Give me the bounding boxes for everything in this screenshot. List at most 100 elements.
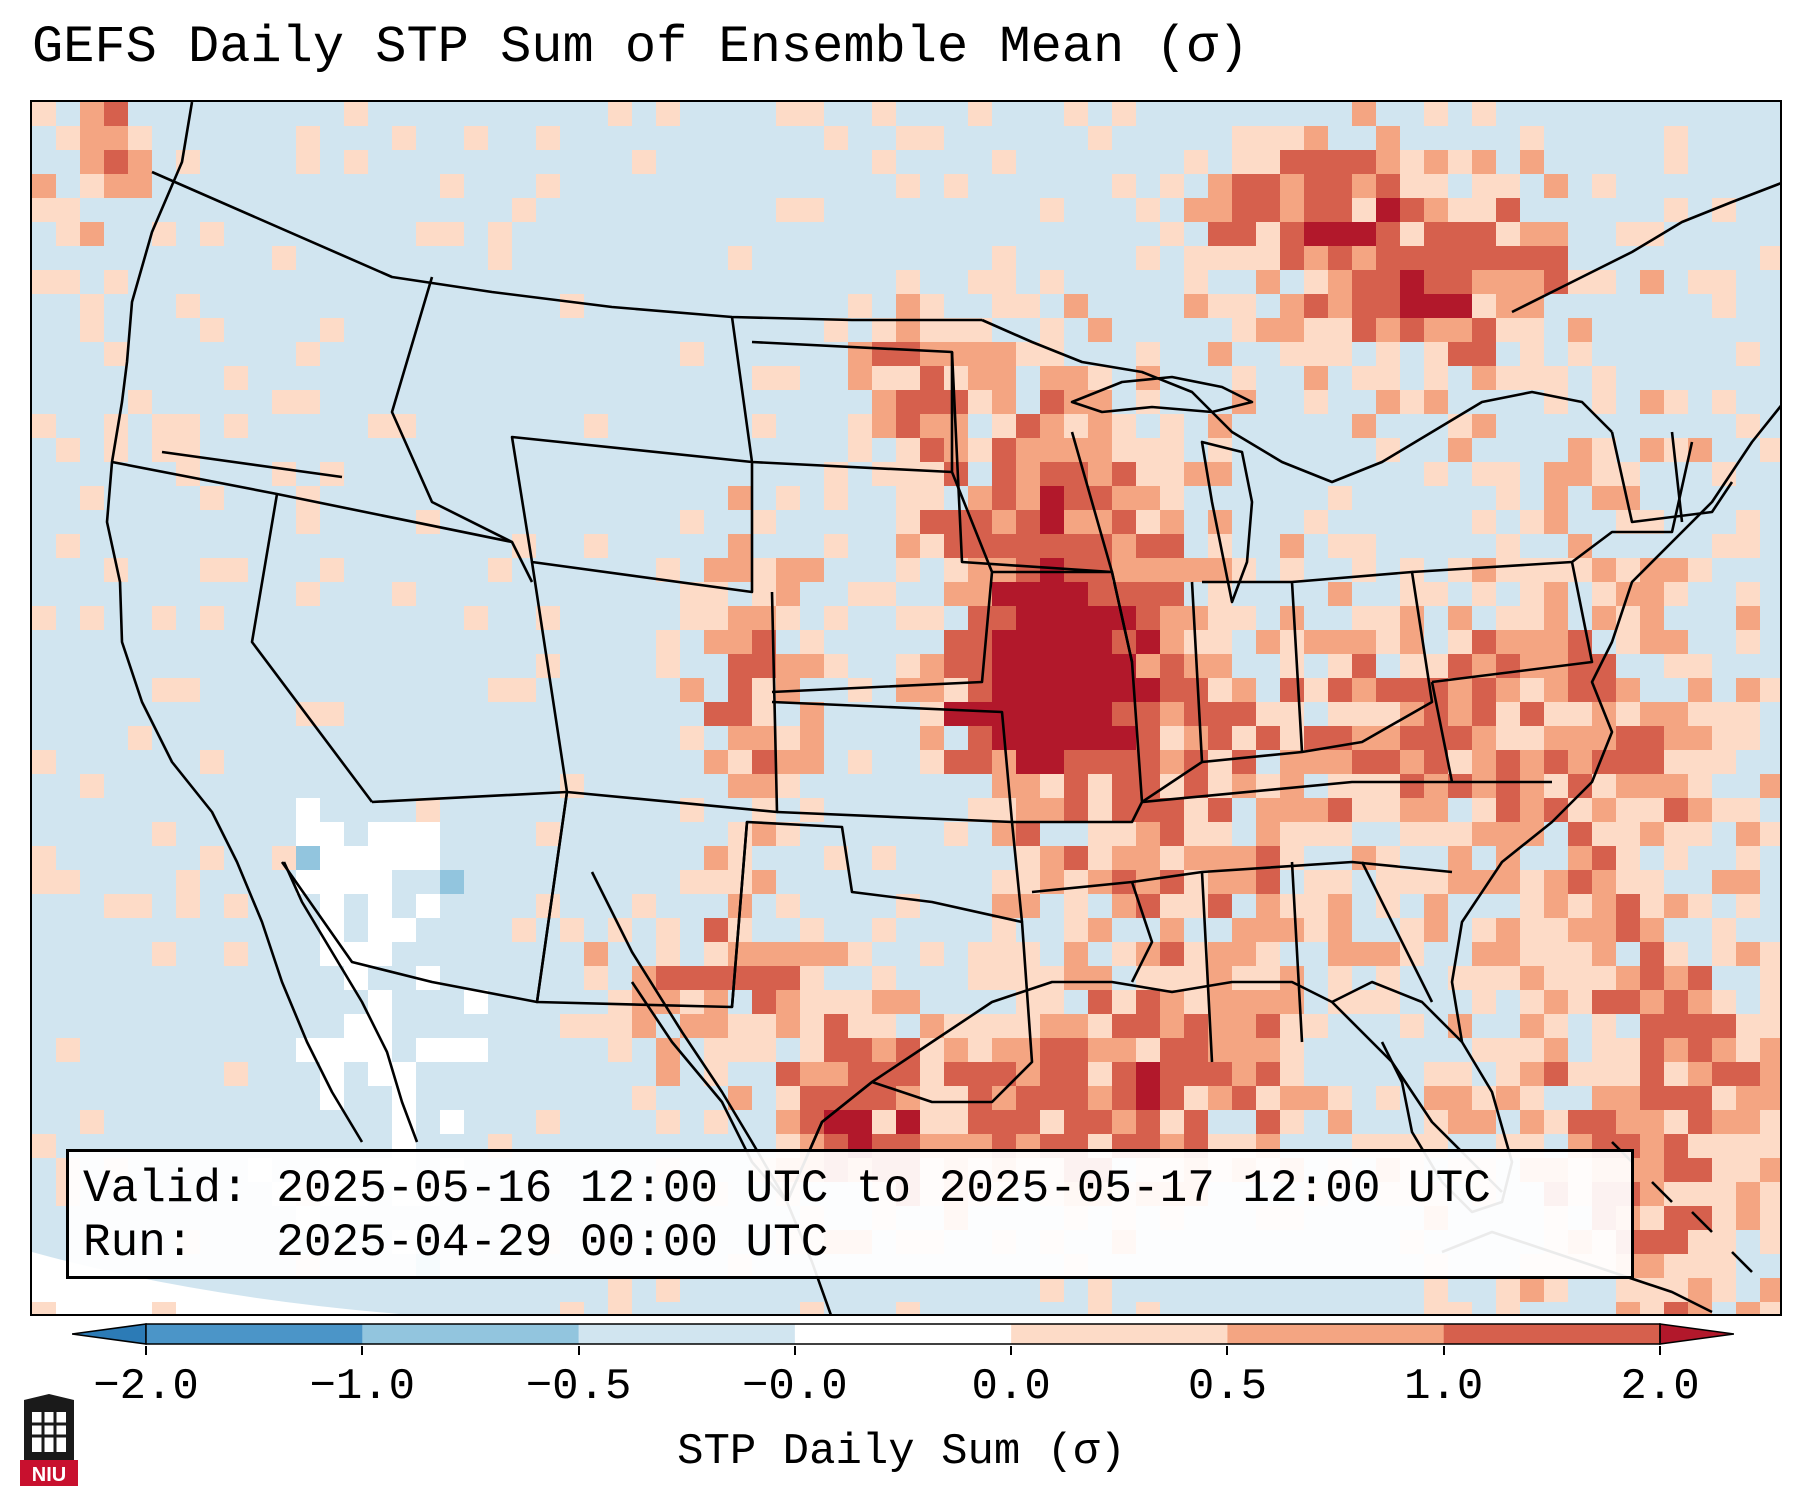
grid-cell	[80, 1110, 104, 1134]
grid-cell	[1136, 198, 1160, 222]
grid-cell	[1616, 702, 1640, 726]
colorbar	[72, 1323, 1734, 1345]
grid-cell	[1016, 414, 1040, 438]
grid-cell	[1304, 222, 1328, 246]
grid-cell	[1448, 1110, 1472, 1134]
grid-cell	[896, 318, 920, 342]
grid-cell	[1184, 1110, 1208, 1134]
grid-cell	[728, 966, 752, 990]
grid-cell	[1040, 702, 1064, 726]
grid-cell	[1424, 1086, 1448, 1110]
grid-cell	[1040, 366, 1064, 390]
grid-cell	[1592, 870, 1616, 894]
grid-cell	[1136, 702, 1160, 726]
grid-cell	[1616, 1086, 1640, 1110]
grid-cell	[944, 630, 968, 654]
grid-cell	[416, 822, 440, 846]
grid-cell	[1280, 558, 1304, 582]
grid-cell	[1520, 126, 1544, 150]
grid-cell	[752, 654, 776, 678]
grid-cell	[1664, 630, 1688, 654]
grid-cell	[896, 534, 920, 558]
grid-cell	[1448, 654, 1472, 678]
grid-cell	[1568, 990, 1592, 1014]
grid-cell	[992, 294, 1016, 318]
grid-cell	[56, 270, 80, 294]
grid-cell	[1088, 318, 1112, 342]
grid-cell	[1208, 198, 1232, 222]
grid-cell	[992, 486, 1016, 510]
grid-cell	[1184, 990, 1208, 1014]
grid-cell	[560, 294, 584, 318]
grid-cell	[824, 534, 848, 558]
grid-cell	[1184, 942, 1208, 966]
grid-cell	[32, 1302, 56, 1314]
grid-cell	[1040, 1062, 1064, 1086]
grid-cell	[1496, 702, 1520, 726]
grid-cell	[704, 558, 728, 582]
grid-cell	[920, 750, 944, 774]
grid-cell	[1496, 270, 1520, 294]
grid-cell	[320, 702, 344, 726]
grid-cell	[1616, 1110, 1640, 1134]
grid-cell	[680, 342, 704, 366]
grid-cell	[1712, 798, 1736, 822]
grid-cell	[1040, 750, 1064, 774]
colorbar-tick-label: −0.0	[742, 1362, 848, 1412]
grid-cell	[1208, 246, 1232, 270]
grid-cell	[1760, 1158, 1780, 1182]
grid-cell	[1160, 702, 1184, 726]
grid-cell	[1640, 1230, 1664, 1254]
grid-cell	[224, 558, 248, 582]
grid-cell	[1616, 966, 1640, 990]
grid-cell	[584, 534, 608, 558]
grid-cell	[992, 582, 1016, 606]
grid-cell	[1040, 390, 1064, 414]
grid-cell	[1136, 342, 1160, 366]
grid-cell	[1160, 678, 1184, 702]
grid-cell	[776, 558, 800, 582]
grid-cell	[776, 942, 800, 966]
grid-cell	[1640, 726, 1664, 750]
grid-cell	[992, 1014, 1016, 1038]
grid-cell	[1352, 198, 1376, 222]
grid-cell	[728, 750, 752, 774]
colorbar-segment	[1443, 1324, 1661, 1344]
grid-cell	[1568, 726, 1592, 750]
grid-cell	[1448, 1062, 1472, 1086]
grid-cell	[1256, 1110, 1280, 1134]
grid-cell	[176, 678, 200, 702]
grid-cell	[1328, 630, 1352, 654]
grid-cell	[848, 990, 872, 1014]
grid-cell	[344, 150, 368, 174]
grid-cell	[1664, 654, 1688, 678]
grid-cell	[1400, 726, 1424, 750]
grid-cell	[128, 126, 152, 150]
grid-cell	[1016, 1038, 1040, 1062]
grid-cell	[1688, 1182, 1712, 1206]
grid-cell	[968, 366, 992, 390]
grid-cell	[752, 726, 776, 750]
grid-cell	[1328, 1110, 1352, 1134]
grid-cell	[656, 654, 680, 678]
grid-cell	[896, 462, 920, 486]
grid-cell	[1640, 870, 1664, 894]
grid-cell	[1352, 654, 1376, 678]
grid-cell	[1160, 558, 1184, 582]
grid-cell	[656, 1110, 680, 1134]
grid-cell	[488, 246, 512, 270]
grid-cell	[1424, 366, 1448, 390]
grid-cell	[1712, 942, 1736, 966]
grid-cell	[1376, 150, 1400, 174]
grid-cell	[1760, 942, 1780, 966]
grid-cell	[872, 102, 896, 126]
grid-cell	[1592, 390, 1616, 414]
grid-cell	[824, 846, 848, 870]
grid-cell	[1400, 630, 1424, 654]
map-svg	[32, 102, 1780, 1314]
grid-cell	[992, 630, 1016, 654]
grid-cell	[1256, 726, 1280, 750]
grid-cell	[1016, 342, 1040, 366]
grid-cell	[968, 342, 992, 366]
grid-cell	[1568, 654, 1592, 678]
